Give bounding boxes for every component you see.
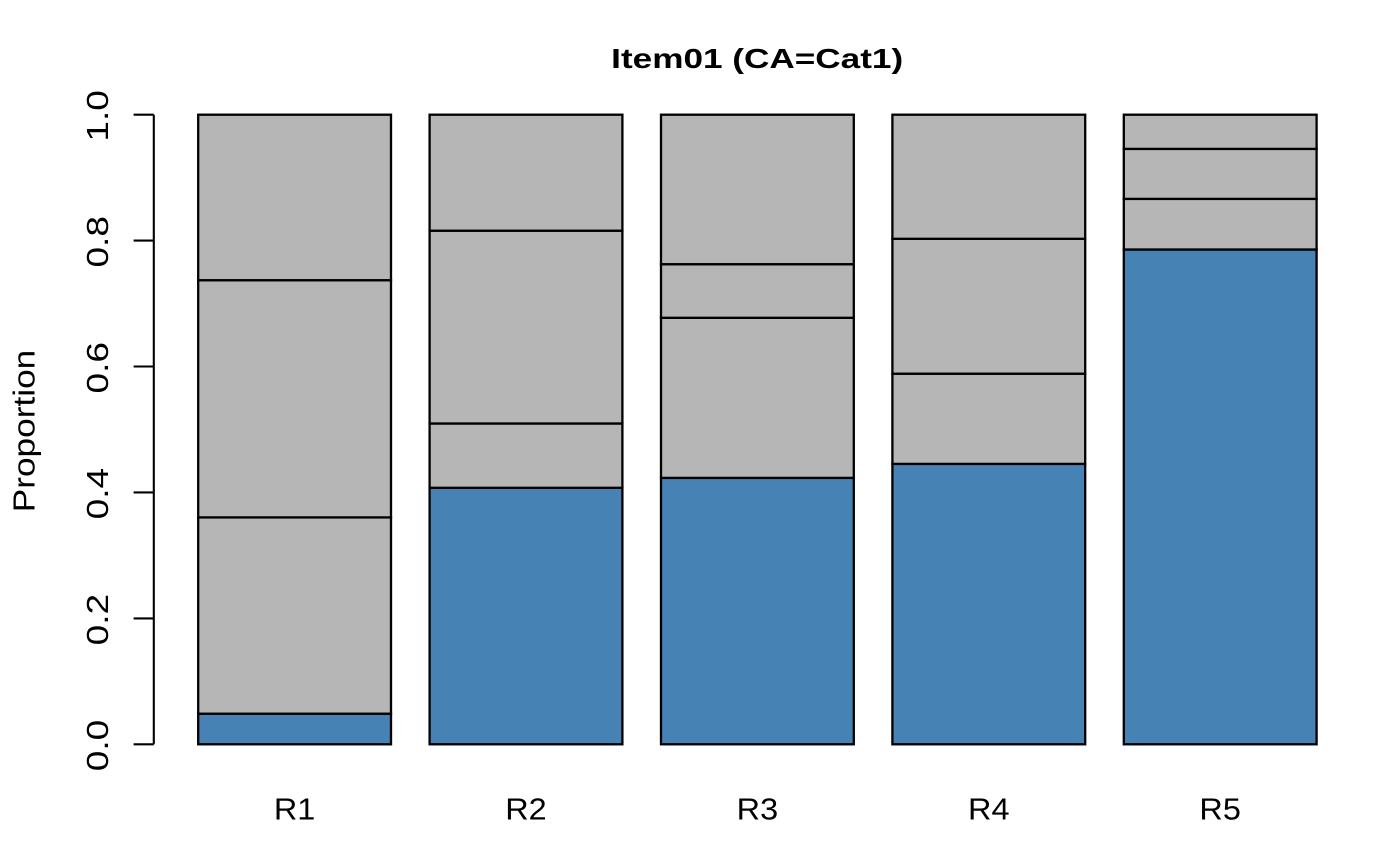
svg-text:R4: R4 [968, 792, 1010, 827]
svg-text:0.8: 0.8 [80, 216, 115, 267]
svg-text:1.0: 1.0 [80, 90, 115, 141]
svg-text:R5: R5 [1199, 792, 1241, 827]
svg-text:R2: R2 [505, 792, 547, 827]
svg-text:0.0: 0.0 [80, 720, 115, 772]
svg-text:R1: R1 [274, 792, 316, 827]
svg-text:0.2: 0.2 [80, 594, 115, 646]
svg-text:0.4: 0.4 [80, 468, 115, 519]
svg-text:R3: R3 [737, 792, 779, 827]
svg-text:Item01 (CA=Cat1): Item01 (CA=Cat1) [611, 43, 903, 74]
svg-text:Proportion: Proportion [7, 350, 42, 513]
svg-text:0.6: 0.6 [80, 342, 115, 394]
